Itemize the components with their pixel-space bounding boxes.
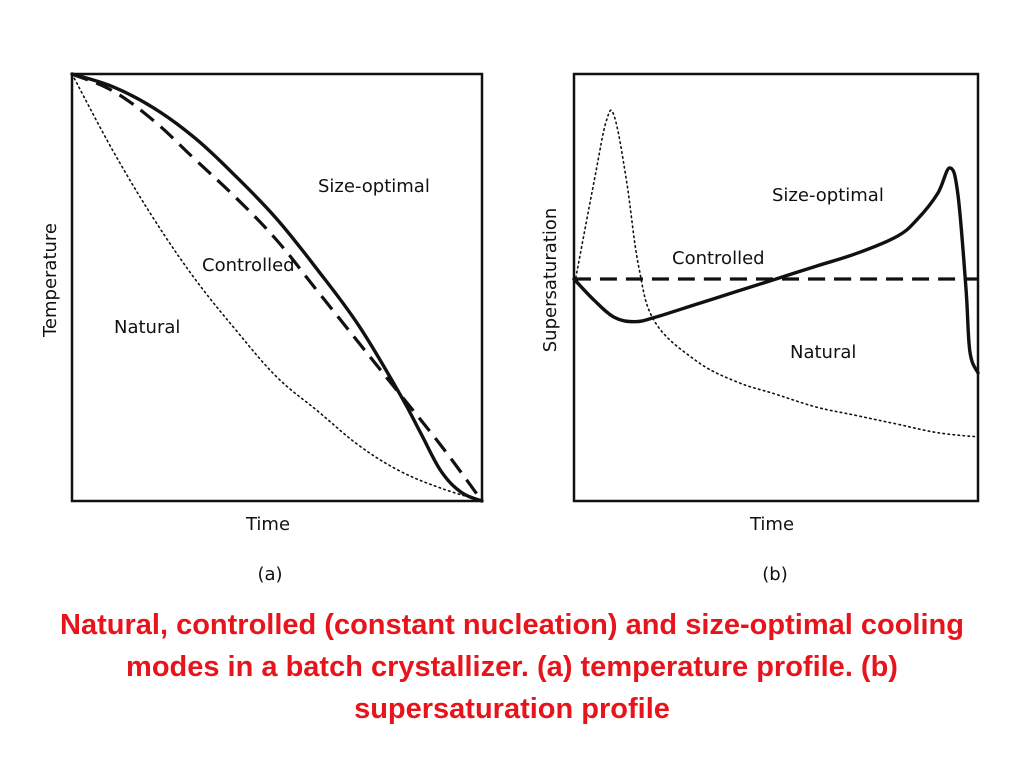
- series-label-natural-a: Natural: [114, 317, 180, 338]
- panel-a: Size-optimal Controlled Natural Time Tem…: [40, 72, 484, 585]
- y-axis-label-a: Temperature: [40, 223, 61, 338]
- series-line-size-optimal-b: [572, 166, 980, 375]
- x-axis-label-a: Time: [245, 514, 290, 535]
- panel-label-a: (a): [257, 564, 282, 585]
- series-label-controlled-a: Controlled: [202, 255, 295, 276]
- series-line-natural-b: [573, 109, 979, 438]
- plot-frame-a: [70, 72, 484, 503]
- series-label-size-optimal-b: Size-optimal: [772, 185, 884, 206]
- series-line-controlled-a: [71, 72, 484, 502]
- series-label-controlled-b: Controlled: [672, 248, 765, 269]
- series-line-size-optimal-a: [70, 72, 484, 503]
- series-label-size-optimal-a: Size-optimal: [318, 176, 430, 197]
- series-group-a: [70, 72, 484, 503]
- y-axis-label-b: Supersaturation: [540, 208, 561, 353]
- x-axis-label-b: Time: [749, 514, 794, 535]
- figure-caption: Natural, controlled (constant nucleation…: [60, 609, 964, 725]
- series-group-b: [572, 109, 980, 438]
- panel-b: Size-optimal Controlled Natural Time Sup…: [540, 72, 980, 585]
- series-label-natural-b: Natural: [790, 342, 856, 363]
- plot-frame-b: [572, 72, 980, 503]
- series-line-natural-a: [71, 73, 483, 502]
- figure: Size-optimal Controlled Natural Time Tem…: [40, 72, 980, 585]
- panel-label-b: (b): [762, 564, 787, 585]
